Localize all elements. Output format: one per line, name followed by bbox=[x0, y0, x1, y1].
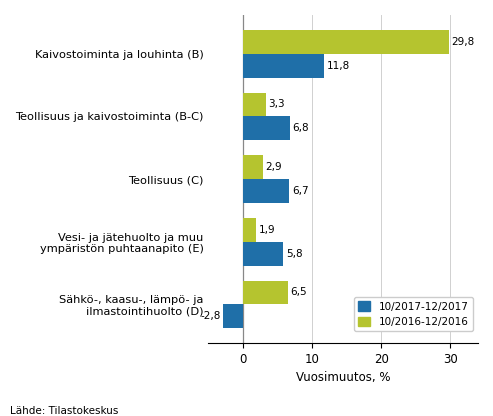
X-axis label: Vuosimuutos, %: Vuosimuutos, % bbox=[296, 371, 390, 384]
Text: 2,9: 2,9 bbox=[266, 162, 282, 172]
Text: 29,8: 29,8 bbox=[452, 37, 475, 47]
Bar bbox=[243, 218, 256, 242]
Bar bbox=[243, 30, 449, 54]
Bar bbox=[243, 242, 283, 265]
Bar bbox=[243, 280, 288, 305]
Text: 6,7: 6,7 bbox=[292, 186, 309, 196]
Bar bbox=[243, 116, 290, 140]
Text: 1,9: 1,9 bbox=[259, 225, 276, 235]
Text: Lähde: Tilastokeskus: Lähde: Tilastokeskus bbox=[10, 406, 118, 416]
Bar bbox=[223, 305, 243, 328]
Bar bbox=[243, 155, 263, 179]
Bar bbox=[243, 93, 266, 116]
Text: 11,8: 11,8 bbox=[327, 61, 351, 71]
Legend: 10/2017-12/2017, 10/2016-12/2016: 10/2017-12/2017, 10/2016-12/2016 bbox=[354, 297, 473, 331]
Text: 5,8: 5,8 bbox=[286, 249, 302, 259]
Text: 3,3: 3,3 bbox=[268, 99, 285, 109]
Text: -2,8: -2,8 bbox=[200, 311, 221, 321]
Bar bbox=[243, 179, 289, 203]
Text: 6,5: 6,5 bbox=[290, 287, 307, 297]
Text: 6,8: 6,8 bbox=[293, 123, 309, 133]
Bar bbox=[243, 54, 324, 77]
